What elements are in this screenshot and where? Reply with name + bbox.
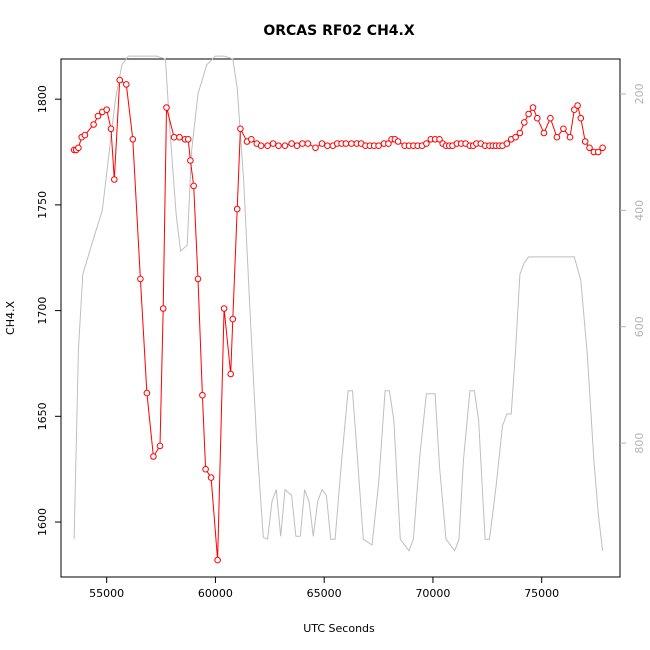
ch4-point-17 [156, 442, 164, 450]
ch4-point-61 [375, 142, 382, 149]
y-tick-label-2: 1700 [36, 297, 49, 325]
y2-tick-label-2: 600 [633, 316, 646, 337]
ch4-point-48 [312, 144, 319, 152]
ch4-point-35 [237, 125, 244, 133]
ch4-point-110 [586, 144, 593, 152]
ch4-point-40 [264, 142, 271, 149]
ch4-point-42 [275, 142, 282, 149]
ch4-series-layer [70, 76, 606, 564]
x-tick-label-4: 75000 [524, 587, 559, 600]
ch4-point-106 [571, 106, 578, 113]
ch4-point-8 [103, 106, 110, 113]
x-axis-label: UTC Seconds [303, 622, 375, 635]
ch4-point-98 [525, 110, 532, 118]
ch4-point-102 [547, 114, 554, 122]
ch4-point-63 [385, 140, 392, 147]
ch4-point-25 [190, 182, 197, 190]
x-tick-label-1: 60000 [198, 587, 233, 600]
ch4-point-104 [560, 125, 567, 133]
ch4-point-15 [143, 389, 151, 397]
ch4-series-line [74, 79, 603, 561]
ch4-point-50 [324, 142, 331, 149]
secondary-series-layer [73, 55, 604, 552]
ch4-point-19 [163, 104, 170, 111]
ch4-point-11 [116, 76, 123, 84]
ch4-point-2 [75, 144, 82, 152]
y-tick-label-3: 1750 [36, 191, 49, 219]
ch4-point-45 [293, 142, 301, 149]
ch4-point-14 [137, 275, 144, 283]
ch4-point-101 [540, 129, 548, 137]
ch4-point-103 [553, 133, 561, 141]
ch4-point-75 [436, 136, 443, 143]
ch4-point-5 [90, 121, 97, 128]
y-tick-label-1: 1650 [36, 402, 49, 430]
ch4-point-72 [423, 140, 430, 147]
ch4-point-34 [233, 205, 241, 213]
x-tick-label-2: 65000 [307, 587, 342, 600]
ch4-point-27 [199, 391, 206, 399]
ch4-point-39 [257, 142, 265, 149]
x-tick-label-3: 70000 [415, 587, 450, 600]
ch4-point-112 [594, 148, 602, 156]
ch4-point-54 [342, 140, 350, 147]
ch4-point-97 [521, 119, 528, 126]
ch4-point-108 [577, 114, 585, 122]
ch4-point-37 [248, 136, 255, 143]
ch4-point-12 [123, 81, 130, 88]
ch4-point-28 [202, 465, 209, 473]
ch4-point-21 [176, 133, 183, 141]
y-tick-label-0: 1600 [36, 508, 49, 536]
y2-tick-label-3: 800 [633, 433, 646, 454]
x-tick-label-0: 55000 [89, 587, 124, 600]
ch4-point-4 [81, 131, 89, 139]
ch4-point-49 [318, 140, 326, 147]
ch4-point-26 [194, 275, 202, 283]
ch4-point-93 [503, 140, 511, 147]
ch4-point-46 [299, 140, 306, 147]
ch4-point-32 [227, 370, 234, 378]
y2-tick-label-1: 400 [633, 200, 646, 221]
ch4-point-43 [281, 142, 289, 149]
ch4-point-47 [304, 140, 312, 147]
ch4-point-95 [512, 133, 519, 141]
chart-title: ORCAS RF02 CH4.X [263, 23, 414, 39]
ch4-point-55 [348, 140, 355, 147]
y-axis-label: CH4.X [4, 301, 17, 335]
ch4-point-20 [170, 133, 178, 141]
ch4-point-16 [150, 453, 157, 460]
ch4-point-96 [516, 129, 524, 137]
ch4-point-24 [187, 157, 194, 164]
axes-layer: 55000 60000 65000 70000 75000 1600 1650 1700 175… [36, 83, 646, 600]
ch4-point-13 [129, 136, 137, 143]
ch4-point-23 [184, 136, 192, 143]
ch4-point-33 [229, 315, 237, 323]
plot-area-frame [60, 58, 621, 578]
ch4-point-9 [107, 125, 115, 133]
ch4-point-107 [574, 102, 581, 109]
ch4-point-113 [599, 144, 606, 152]
y2-tick-label-0: 200 [633, 83, 646, 104]
ch4-point-99 [529, 104, 537, 111]
ch4-point-66 [394, 138, 402, 145]
y-tick-label-4: 1800 [36, 85, 49, 113]
ch4-point-30 [214, 556, 221, 564]
ch4-point-41 [269, 140, 277, 147]
ch4-point-6 [94, 112, 102, 120]
ch4-point-29 [207, 474, 215, 481]
ch4-point-105 [566, 133, 574, 141]
ch4-point-109 [581, 138, 589, 145]
ch4-point-44 [288, 140, 295, 147]
ch4-point-10 [111, 176, 118, 183]
secondary-series-line [73, 55, 604, 552]
ch4-point-100 [534, 114, 541, 122]
ch4-point-18 [159, 305, 167, 312]
ch4-point-31 [220, 305, 228, 312]
